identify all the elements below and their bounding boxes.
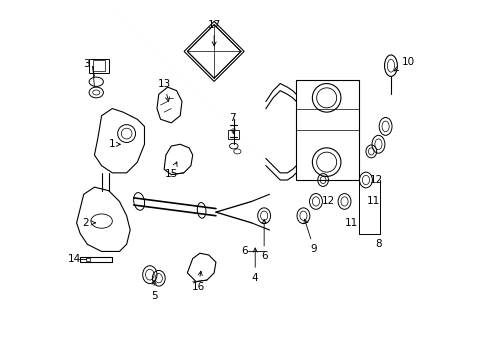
Bar <box>93 60 105 71</box>
PathPatch shape <box>187 24 241 78</box>
Text: 9: 9 <box>303 219 317 254</box>
Text: 12: 12 <box>369 175 383 185</box>
Text: 6: 6 <box>260 220 267 261</box>
Text: 3: 3 <box>83 59 90 69</box>
PathPatch shape <box>164 144 192 175</box>
Bar <box>228 130 239 139</box>
Bar <box>89 59 108 73</box>
Bar <box>85 258 90 261</box>
Text: 10: 10 <box>393 57 414 71</box>
Bar <box>296 80 358 180</box>
PathPatch shape <box>157 87 182 123</box>
PathPatch shape <box>187 253 216 282</box>
Text: 6: 6 <box>241 247 247 256</box>
PathPatch shape <box>77 187 130 251</box>
Text: 16: 16 <box>191 271 204 292</box>
Text: 12: 12 <box>321 197 334 206</box>
Text: 11: 11 <box>345 218 358 228</box>
Text: 14: 14 <box>68 254 81 264</box>
Text: 8: 8 <box>374 239 381 249</box>
Text: 17: 17 <box>207 20 220 46</box>
PathPatch shape <box>94 109 144 173</box>
Text: 4: 4 <box>251 248 258 283</box>
Text: 7: 7 <box>228 113 235 134</box>
Text: 13: 13 <box>157 79 170 102</box>
Text: 5: 5 <box>150 280 157 301</box>
Text: 1: 1 <box>109 139 120 149</box>
Text: 15: 15 <box>164 162 178 179</box>
PathPatch shape <box>80 257 112 262</box>
Text: 11: 11 <box>366 197 379 206</box>
Text: 2: 2 <box>82 218 95 228</box>
